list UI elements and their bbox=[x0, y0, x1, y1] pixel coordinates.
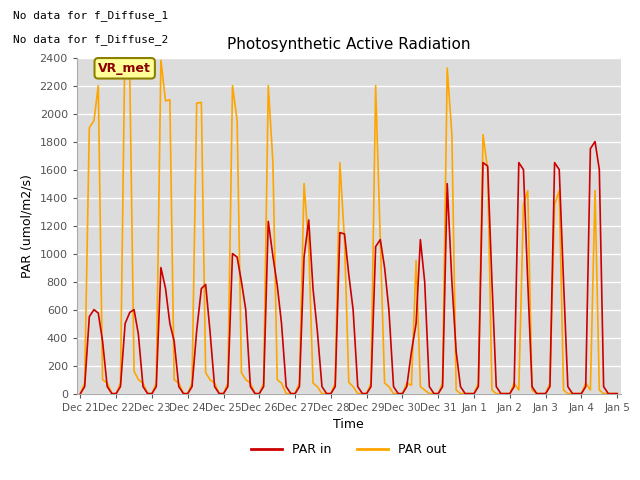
PAR out bbox=[613, 391, 621, 396]
PAR in bbox=[591, 139, 599, 144]
PAR in bbox=[542, 391, 550, 396]
Line: PAR in: PAR in bbox=[81, 142, 617, 394]
PAR out bbox=[206, 377, 214, 383]
Line: PAR out: PAR out bbox=[81, 30, 617, 394]
PAR out bbox=[363, 391, 371, 396]
PAR in bbox=[577, 391, 585, 396]
PAR in bbox=[363, 391, 371, 396]
PAR in bbox=[613, 391, 621, 396]
Y-axis label: PAR (umol/m2/s): PAR (umol/m2/s) bbox=[21, 174, 34, 277]
Title: Photosynthetic Active Radiation: Photosynthetic Active Radiation bbox=[227, 37, 470, 52]
PAR out bbox=[385, 384, 393, 389]
PAR out bbox=[577, 391, 585, 396]
Text: No data for f_Diffuse_1: No data for f_Diffuse_1 bbox=[13, 10, 168, 21]
PAR in bbox=[461, 391, 469, 396]
PAR out bbox=[466, 391, 474, 396]
PAR in bbox=[77, 391, 84, 396]
Legend: PAR in, PAR out: PAR in, PAR out bbox=[246, 438, 451, 461]
PAR out bbox=[121, 27, 129, 33]
Text: No data for f_Diffuse_2: No data for f_Diffuse_2 bbox=[13, 34, 168, 45]
X-axis label: Time: Time bbox=[333, 418, 364, 431]
PAR out bbox=[77, 391, 84, 396]
Text: VR_met: VR_met bbox=[99, 62, 151, 75]
PAR out bbox=[542, 391, 550, 396]
PAR in bbox=[202, 281, 209, 287]
PAR in bbox=[381, 265, 388, 271]
